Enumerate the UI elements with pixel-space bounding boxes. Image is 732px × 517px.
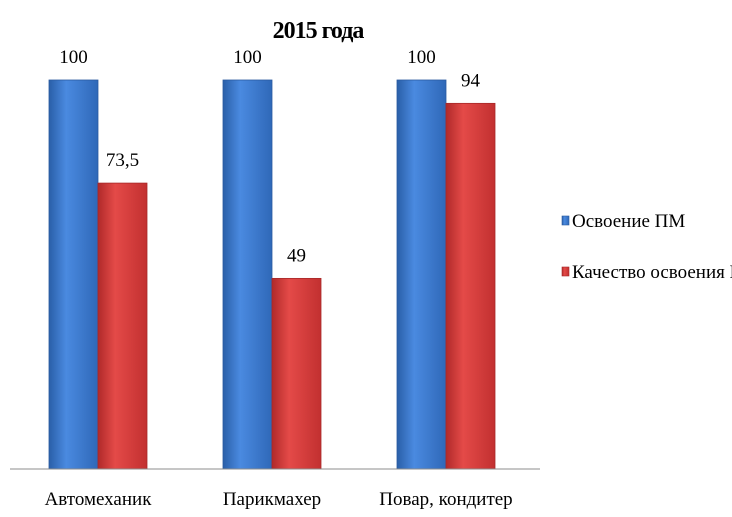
bar-osvoenie-1	[48, 79, 99, 470]
x-tick-label: Парикмахер	[223, 489, 321, 510]
data-label: 100	[407, 47, 436, 68]
x-tick-label: Автомеханик	[45, 489, 153, 510]
bar-kachestvo-3	[445, 102, 496, 470]
legend-label: Освоение ПМ	[572, 211, 685, 232]
data-label: 49	[287, 245, 306, 266]
chart-title: 2015 года	[273, 18, 365, 44]
legend-swatch	[561, 266, 570, 277]
x-axis-tick-labels: Автомеханик Парикмахер Повар, кондитер	[45, 489, 513, 510]
legend-swatch	[561, 215, 570, 226]
legend-label: Качество освоения ПМ	[572, 262, 732, 283]
bar-kachestvo-2	[271, 277, 322, 470]
data-label: 94	[461, 70, 481, 91]
data-label: 100	[59, 47, 88, 68]
data-label: 100	[233, 47, 262, 68]
x-tick-label: Повар, кондитер	[379, 489, 512, 510]
bar-osvoenie-2	[222, 79, 273, 470]
bars-layer: 100 73,5 100 49 100 94	[48, 47, 496, 470]
data-label: 73,5	[106, 150, 139, 171]
bar-kachestvo-1	[97, 182, 148, 470]
legend: Освоение ПМ Качество освоения ПМ	[561, 211, 732, 283]
bar-osvoenie-3	[396, 79, 447, 470]
